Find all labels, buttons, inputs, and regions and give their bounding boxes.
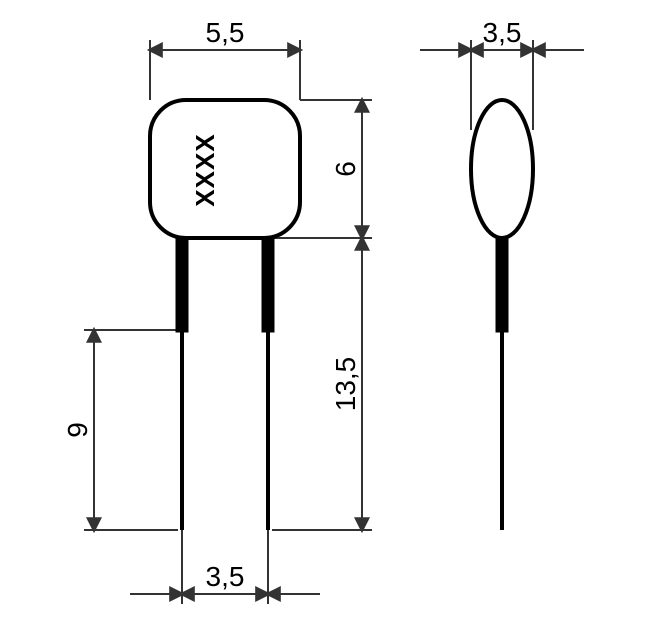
component-dimensional-drawing: XXXX 5,5 3,5 6 13,5 9 3,5 — [0, 0, 645, 642]
dim-text-lead-total: 13,5 — [330, 357, 361, 412]
dimension-texts: 5,5 3,5 6 13,5 9 3,5 — [62, 17, 521, 592]
body-marking: XXXX — [190, 133, 220, 206]
dim-text-side-width: 3,5 — [483, 17, 522, 48]
dim-text-body-width: 5,5 — [206, 17, 245, 48]
dim-text-lead-spacing: 3,5 — [206, 561, 245, 592]
front-view: XXXX — [150, 100, 300, 530]
dim-text-body-height: 6 — [330, 161, 361, 177]
side-view — [471, 100, 533, 530]
dim-text-lead-black: 9 — [62, 422, 93, 438]
